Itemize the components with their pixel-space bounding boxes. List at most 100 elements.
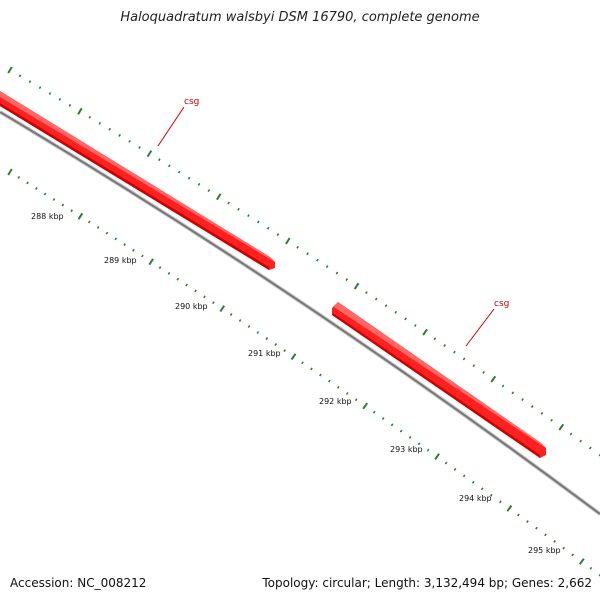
outer-minor-tick: [482, 370, 485, 374]
outer-minor-tick: [38, 86, 42, 90]
outer-minor-tick: [197, 182, 201, 186]
inner-minor-tick: [274, 343, 278, 346]
outer-minor-tick: [227, 201, 230, 205]
inner-major-tick: [578, 558, 585, 565]
inner-minor-tick: [283, 349, 286, 353]
outer-minor-tick: [68, 103, 72, 107]
outer-minor-tick: [511, 391, 515, 395]
scale-label-291: 291 kbp: [248, 349, 281, 358]
genome-backbone: [0, 110, 600, 516]
outer-major-tick: [77, 107, 83, 115]
outer-minor-tick: [237, 207, 240, 211]
inner-minor-tick: [158, 266, 162, 270]
inner-major-tick: [362, 402, 369, 410]
outer-minor-tick: [177, 170, 181, 174]
outer-minor-tick: [404, 317, 407, 321]
inner-minor-tick: [319, 373, 322, 377]
outer-minor-tick: [521, 398, 524, 402]
inner-minor-tick: [517, 513, 520, 517]
inner-minor-tick: [87, 220, 91, 224]
outer-minor-tick: [414, 324, 417, 327]
outer-minor-tick: [374, 297, 378, 301]
outer-minor-tick: [345, 278, 349, 282]
outer-minor-tick: [276, 233, 280, 237]
inner-minor-tick: [203, 295, 206, 299]
feature-csg-2-leader: [465, 308, 495, 347]
inner-minor-tick: [132, 248, 135, 252]
inner-minor-tick: [372, 410, 376, 414]
outer-minor-tick: [296, 245, 299, 249]
inner-minor-tick: [96, 226, 100, 229]
inner-minor-tick: [167, 271, 171, 275]
outer-minor-tick: [158, 158, 161, 162]
scale-label-289: 289 kbp: [104, 256, 137, 265]
outer-minor-tick: [384, 304, 388, 308]
outer-minor-tick: [88, 115, 92, 119]
outer-tick-ring: [7, 66, 600, 457]
scale-label-293: 293 kbp: [390, 445, 423, 454]
inner-minor-tick: [141, 254, 144, 258]
outer-minor-tick: [550, 418, 553, 422]
outer-minor-tick: [530, 405, 534, 408]
inner-minor-tick: [544, 533, 547, 537]
feature-csg-2[interactable]: [332, 302, 546, 458]
inner-minor-tick: [247, 325, 251, 328]
inner-minor-tick: [114, 237, 118, 241]
inner-minor-tick: [310, 367, 313, 371]
inner-minor-tick: [453, 467, 457, 471]
inner-minor-tick: [562, 546, 566, 550]
genome-summary-text: Topology: circular; Length: 3,132,494 bp…: [262, 576, 592, 590]
inner-minor-tick: [70, 209, 73, 213]
inner-minor-tick: [553, 540, 556, 543]
inner-minor-tick: [381, 417, 385, 420]
outer-major-tick: [490, 375, 497, 383]
outer-minor-tick: [394, 310, 398, 314]
inner-minor-tick: [105, 231, 109, 235]
inner-minor-tick: [265, 337, 269, 340]
outer-minor-tick: [256, 220, 260, 224]
inner-minor-tick: [301, 361, 304, 365]
inner-minor-tick: [571, 553, 575, 557]
inner-minor-tick: [17, 176, 21, 179]
inner-minor-tick: [399, 429, 403, 433]
inner-major-tick: [506, 505, 513, 512]
inner-tick-ring: [7, 168, 600, 577]
inner-major-tick: [434, 453, 440, 460]
map-title: Haloquadratum walsbyi DSM 16790, complet…: [120, 10, 480, 25]
outer-minor-tick: [325, 265, 329, 269]
inner-minor-tick: [123, 243, 126, 247]
outer-minor-tick: [48, 92, 52, 95]
scale-label-288: 288 kbp: [31, 212, 64, 221]
inner-minor-tick: [26, 181, 29, 185]
outer-minor-tick: [365, 291, 368, 295]
outer-minor-tick: [306, 252, 309, 256]
inner-minor-tick: [489, 493, 493, 497]
inner-minor-tick: [408, 436, 412, 439]
outer-minor-tick: [472, 364, 476, 368]
inner-minor-tick: [194, 289, 197, 293]
inner-minor-tick: [589, 566, 593, 570]
outer-minor-tick: [266, 226, 270, 230]
outer-minor-tick: [187, 176, 191, 180]
inner-minor-tick: [471, 480, 475, 484]
outer-minor-tick: [168, 164, 171, 168]
outer-minor-tick: [443, 344, 446, 347]
inner-minor-tick: [238, 319, 242, 322]
inner-major-tick: [77, 212, 84, 220]
inner-minor-tick: [256, 331, 260, 334]
inner-minor-tick: [390, 423, 394, 427]
feature-csg-1[interactable]: [0, 91, 275, 270]
outer-minor-tick: [316, 258, 319, 262]
inner-major-tick: [290, 353, 297, 361]
outer-minor-tick: [462, 357, 466, 361]
outer-major-tick: [353, 282, 360, 290]
scale-label-294: 294 kbp: [459, 494, 492, 503]
feature-csg-1-leader: [157, 106, 185, 147]
inner-minor-tick: [61, 203, 65, 207]
outer-minor-tick: [58, 97, 62, 101]
outer-minor-tick: [207, 189, 211, 193]
scale-label-295: 295 kbp: [528, 546, 561, 555]
scale-labels: 288 kbp 289 kbp 290 kbp 291 kbp 292 kbp …: [31, 212, 561, 555]
inner-minor-tick: [480, 487, 484, 491]
